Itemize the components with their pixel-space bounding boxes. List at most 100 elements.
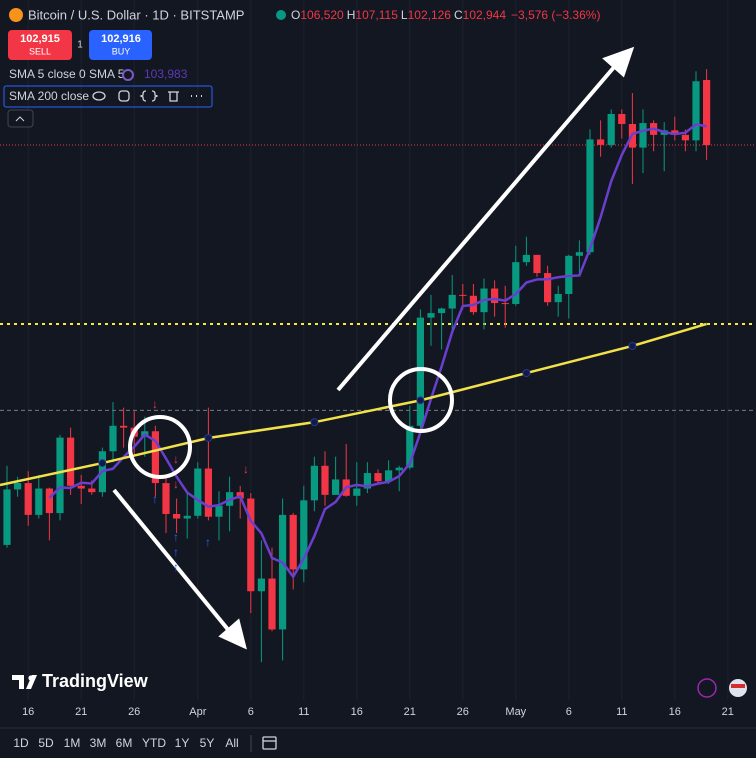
change: −3,576 (−3.36%) [511,8,600,22]
signal-up: ↑ [173,530,179,544]
candle-body [448,294,456,309]
candle-body [215,505,223,517]
spread: 1 [77,40,83,51]
candle-body [671,130,679,135]
loading-icon [122,69,134,81]
signal-down: ↓ [152,397,158,411]
arrow-head [602,46,635,78]
ohlc-key: O [291,8,300,22]
collapse-button[interactable] [7,109,34,128]
candle-body [491,288,499,304]
timeframe-button[interactable]: YTD [142,736,166,750]
signal-up: ↑ [205,535,211,549]
ohlc-value: 107,115 [355,8,398,22]
candle-body [279,514,287,630]
candle-body [353,488,361,496]
candle-body [310,465,318,501]
candle-body [151,431,159,484]
sell-button[interactable]: 102,915 SELL [8,30,72,60]
timeframe-button[interactable]: 5Y [200,736,215,750]
sma200-box[interactable] [3,85,213,108]
sma200-label[interactable]: SMA 200 close [9,89,89,103]
circle-annotation [388,367,454,433]
calendar-icon[interactable] [262,736,277,750]
sma200-node [310,418,319,427]
sell-price[interactable]: 102,915 [20,33,60,45]
sell-label[interactable]: SELL [29,46,51,56]
ohlc-value: 102,126 [408,8,452,22]
signal-up: ↑ [152,492,158,506]
collapse-icon[interactable] [15,116,25,122]
sma200-node [628,341,637,350]
candle-body [109,425,117,452]
source-icon[interactable] [139,90,159,102]
delete-icon[interactable] [168,91,179,102]
candle-body [607,113,615,145]
candle-body [289,514,297,570]
sell-bg[interactable] [8,30,72,60]
buy-label[interactable]: BUY [112,46,131,56]
candle-body [501,303,509,305]
arrow-head [218,618,247,650]
candle-body [459,294,467,296]
alert-icon[interactable] [697,678,717,698]
timeframe-button[interactable]: 1D [13,736,29,750]
candle-body [183,515,191,519]
x-tick-label: 26 [457,706,469,718]
candle-body [35,488,43,515]
timeframe-button[interactable]: 1M [64,736,81,750]
logo-dot [28,675,34,681]
candle-body [575,252,583,256]
signals: ↓ ↓ ↓ ↓ ↑ ↑ ↑ ↑ ↑ [152,397,249,574]
candle-body [639,123,647,148]
candle-body [363,473,371,489]
sma5-line [48,123,707,579]
x-tick-label: Apr [189,706,206,718]
candle-body [332,479,340,495]
ohlc-key: H [347,8,356,22]
candle-body [395,467,403,471]
candle-body [544,273,552,303]
timeframe-button[interactable]: 3M [90,736,107,750]
candle-body [77,485,85,489]
timeframe-button[interactable]: 1Y [175,736,190,750]
candle-body [374,473,382,482]
candle-body [586,139,594,253]
candle-body [56,437,64,514]
candle-body [681,134,689,141]
watermark: TradingView [42,671,149,691]
candle-body [300,500,308,570]
timeframe-button[interactable]: 6M [116,736,133,750]
x-tick-label: 16 [669,706,681,718]
buy-price[interactable]: 102,916 [101,33,141,45]
candle-body [533,254,541,274]
sma200-node [416,396,425,405]
candle-body [67,437,75,486]
candle-body [522,254,530,263]
buy-button[interactable]: 102,916 BUY [89,30,152,60]
sma200-line [0,322,707,487]
indicator-icons[interactable] [92,90,202,102]
eye-icon[interactable] [92,91,106,101]
signal-down: ↓ [173,477,179,491]
buy-bg[interactable] [89,30,152,60]
x-tick-label: 6 [248,706,254,718]
ohlc-key: C [454,8,463,22]
x-tick-label: 11 [298,706,309,718]
timeframe-button[interactable]: All [225,736,238,750]
calendar-body[interactable] [262,736,277,750]
candle-body [385,470,393,482]
candle-body [88,488,96,493]
candle-body [120,425,128,428]
flag-stripe [731,684,745,688]
candle-body [321,465,329,495]
x-tick-label: 16 [351,706,363,718]
timeframe-button[interactable]: 5D [38,736,54,750]
x-tick-label: 11 [616,706,627,718]
signal-up: ↑ [173,545,179,559]
settings-icon[interactable] [118,90,130,102]
x-tick-label: 21 [75,706,87,718]
x-tick-label: 6 [566,706,572,718]
candle-body [597,139,605,145]
